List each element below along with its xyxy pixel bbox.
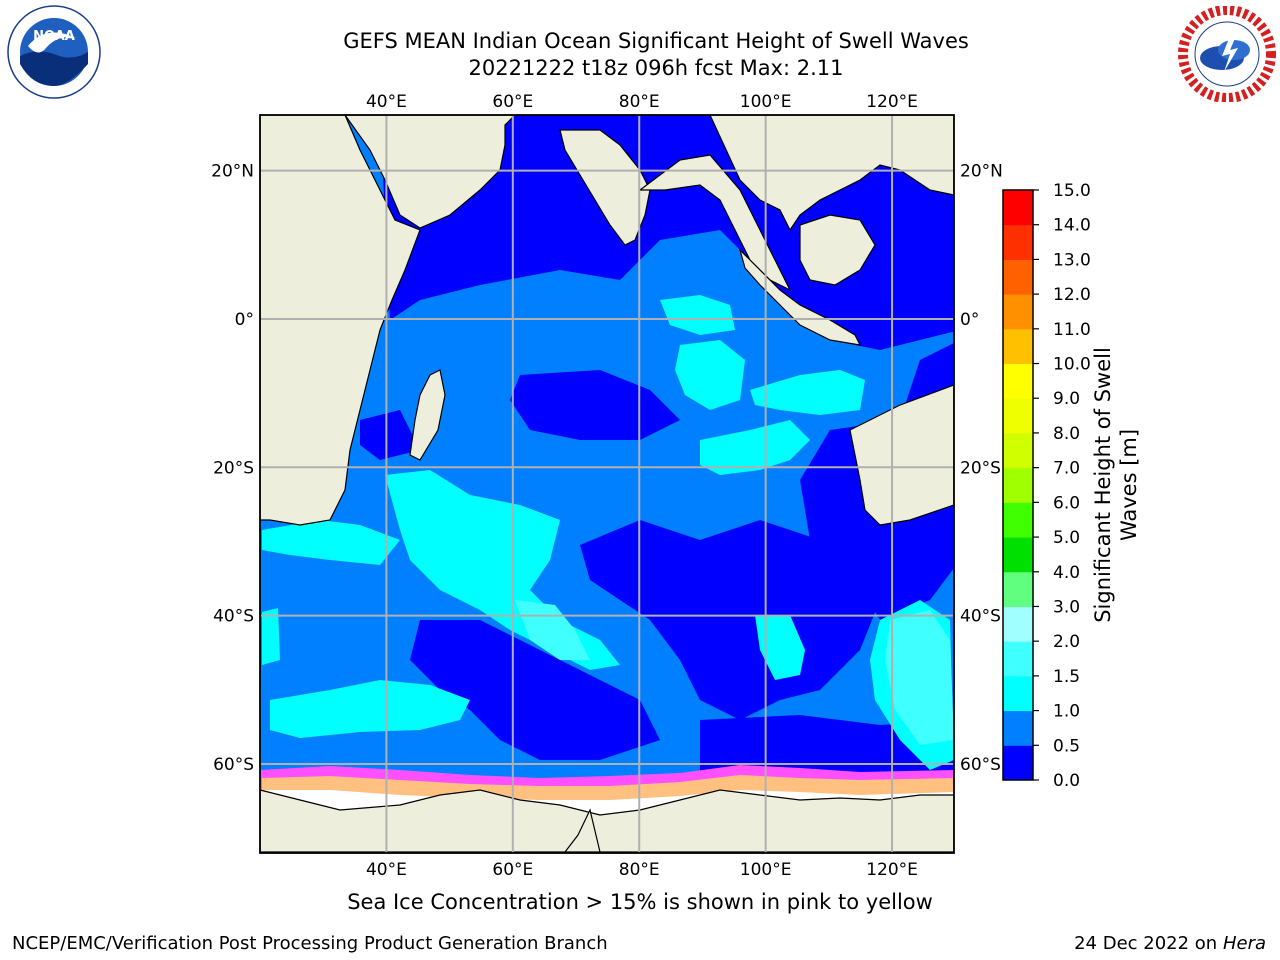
map-gridlines (260, 115, 954, 853)
colorbar-bin (1003, 328, 1033, 365)
lat-label-left: 60°S (213, 755, 254, 775)
colorbar-tick-label: 8.0 (1053, 424, 1080, 444)
colorbar-tick-label: 3.0 (1053, 597, 1080, 617)
lat-label-right: 40°S (960, 607, 1001, 627)
lon-label-top: 40°E (366, 92, 407, 112)
colorbar-bin (1003, 398, 1033, 434)
colorbar-bin (1003, 571, 1033, 607)
colorbar-tick-label: 5.0 (1053, 528, 1080, 548)
lat-label-left: 40°S (213, 607, 254, 627)
colorbar-tick-label: 12.0 (1053, 285, 1091, 305)
lon-label-top: 120°E (866, 92, 918, 112)
colorbar-bin (1003, 190, 1033, 226)
lon-label-bottom: 100°E (740, 860, 792, 880)
lon-labels-top: 40°E 60°E 80°E 100°E 120°E (366, 92, 918, 112)
lat-label-right: 20°N (960, 162, 1003, 182)
lat-label-left: 0° (235, 310, 254, 330)
lon-label-bottom: 60°E (492, 860, 533, 880)
map-field (260, 115, 954, 853)
colorbar-tick-label: 11.0 (1053, 320, 1091, 340)
noaa-logo-icon: NOAA (7, 5, 101, 99)
colorbar-bin (1003, 502, 1033, 538)
lat-labels-left: 20°N 0° 20°S 40°S 60°S (211, 162, 254, 775)
noaa-logo-text: NOAA (33, 29, 75, 44)
colorbar-title: Significant Height of Swell Waves [m] (1090, 347, 1142, 623)
colorbar-title-line1: Significant Height of Swell (1091, 347, 1115, 623)
colorbar-tick-label: 14.0 (1053, 216, 1091, 236)
colorbar-bin (1003, 363, 1033, 399)
colorbar-tick-label: 2.0 (1053, 632, 1080, 652)
colorbar-bin (1003, 432, 1033, 469)
colorbar-bin (1003, 259, 1033, 295)
colorbar-tick-label: 6.0 (1053, 493, 1080, 513)
footer-date: 24 Dec 2022 on Hera (1074, 933, 1266, 954)
colorbar-tick-label: 0.5 (1053, 736, 1080, 756)
colorbar-tick-label: 1.0 (1053, 702, 1080, 722)
colorbar-tick-label: 15.0 (1053, 181, 1091, 201)
lat-label-left: 20°S (213, 458, 254, 478)
colorbar-bin (1003, 710, 1033, 746)
footer-system: Hera (1222, 933, 1266, 954)
lat-label-right: 60°S (960, 755, 1001, 775)
colorbar-bin (1003, 606, 1033, 642)
map-frame (259, 114, 955, 854)
colorbar-tick-label: 7.0 (1053, 459, 1080, 479)
colorbar-bin (1003, 537, 1033, 573)
lon-labels-bottom: 40°E 60°E 80°E 100°E 120°E (366, 860, 918, 880)
lat-label-right: 0° (960, 310, 979, 330)
lon-label-top: 80°E (619, 92, 660, 112)
colorbar-tick-label: 0.0 (1053, 771, 1080, 791)
colorbar-bin (1003, 467, 1033, 503)
colorbar-frame (1002, 189, 1034, 781)
lon-label-top: 100°E (740, 92, 792, 112)
lat-label-left: 20°N (211, 162, 254, 182)
sea-ice-caption: Sea Ice Concentration > 15% is shown in … (347, 890, 933, 914)
colorbar-tick-label: 10.0 (1053, 355, 1091, 375)
colorbar-bin (1003, 224, 1033, 260)
map-subtitle: 20221222 t18z 096h fcst Max: 2.11 (468, 56, 844, 80)
footer-credit: NCEP/EMC/Verification Post Processing Pr… (12, 933, 608, 954)
colorbar-bin (1003, 745, 1033, 781)
map-title: GEFS MEAN Indian Ocean Significant Heigh… (343, 29, 969, 53)
colorbar-tick-label: 13.0 (1053, 250, 1091, 270)
colorbar-tick-label: 1.5 (1053, 667, 1080, 687)
colorbar-tick-label: 4.0 (1053, 563, 1080, 583)
colorbar-tick-label: 9.0 (1053, 389, 1080, 409)
lon-label-bottom: 80°E (619, 860, 660, 880)
colorbar-bin (1003, 641, 1033, 677)
colorbar (1003, 190, 1033, 781)
lat-labels-right: 20°N 0° 20°S 40°S 60°S (960, 162, 1003, 775)
lat-label-right: 20°S (960, 458, 1001, 478)
colorbar-ticks: 15.0 14.0 13.0 12.0 11.0 10.0 9.0 8.0 7.0 6.0 5.0 4… (1033, 181, 1091, 791)
lon-label-bottom: 40°E (366, 860, 407, 880)
colorbar-bin (1003, 675, 1033, 712)
colorbar-title-line2: Waves [m] (1117, 428, 1141, 542)
nws-logo-icon (1178, 6, 1276, 102)
lon-label-bottom: 120°E (866, 860, 918, 880)
footer-date-text: 24 Dec 2022 on (1074, 933, 1218, 954)
lon-label-top: 60°E (492, 92, 533, 112)
colorbar-bin (1003, 294, 1033, 330)
